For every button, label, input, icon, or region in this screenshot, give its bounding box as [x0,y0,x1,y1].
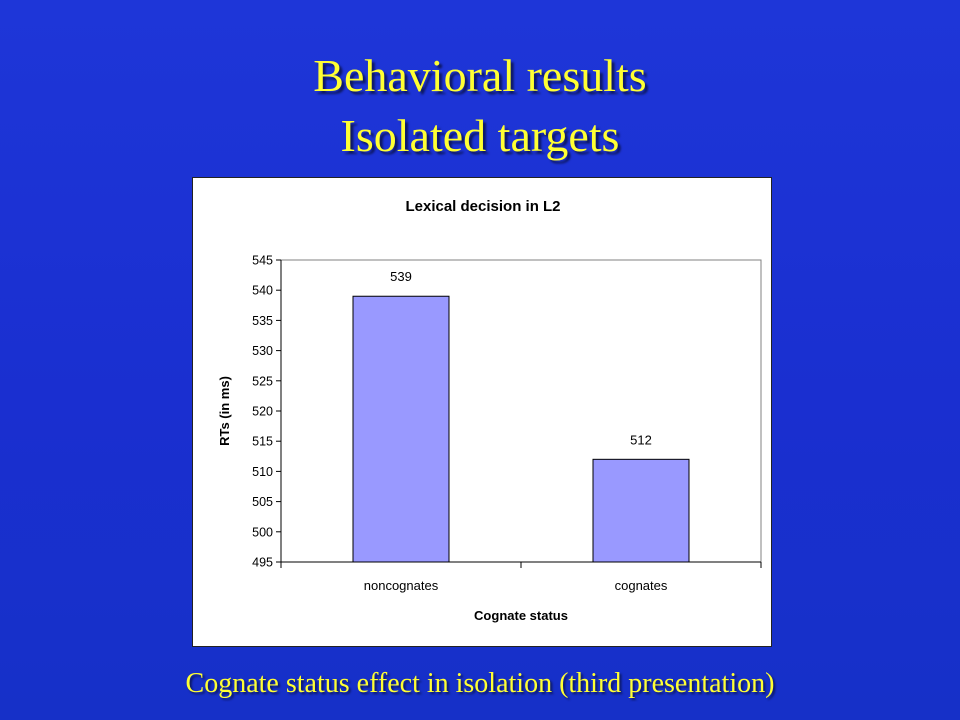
y-tick-label: 510 [252,465,273,479]
y-tick-label: 515 [252,435,273,449]
chart-panel: Lexical decision in L2 495 500 505 510 515 52… [192,177,772,647]
y-tick-label: 500 [252,525,273,539]
data-label: 539 [390,269,412,284]
y-tick-label: 525 [252,374,273,388]
x-axis [280,561,762,568]
category-labels: noncognates cognates [364,578,668,593]
data-labels: 539 512 [390,269,652,447]
x-axis-label: Cognate status [474,608,568,623]
y-tick-label: 495 [252,556,273,570]
y-tick-label: 530 [252,344,273,358]
slide-title-line-1: Behavioral results [313,50,647,101]
y-axis: 495 500 505 510 515 520 525 530 535 540 545 [252,254,282,570]
category-label: noncognates [364,578,439,593]
y-tick-label: 535 [252,314,273,328]
y-axis-label: RTs (in ms) [217,376,232,446]
slide-caption: Cognate status effect in isolation (thir… [185,668,775,699]
y-tick-label: 540 [252,284,273,298]
slide-title: Behavioral results Isolated targets [0,46,960,166]
bar-chart: Lexical decision in L2 495 500 505 510 515 52… [217,198,762,623]
bar-cognates [592,458,690,563]
y-tick-label: 545 [252,254,273,268]
y-tick-label: 520 [252,405,273,419]
y-tick-label: 505 [252,495,273,509]
chart-title: Lexical decision in L2 [405,198,560,215]
data-label: 512 [630,432,652,447]
bar-noncognates [352,295,450,563]
bar-series [352,295,690,563]
category-label: cognates [615,578,668,593]
slide-title-line-2: Isolated targets [340,110,620,161]
